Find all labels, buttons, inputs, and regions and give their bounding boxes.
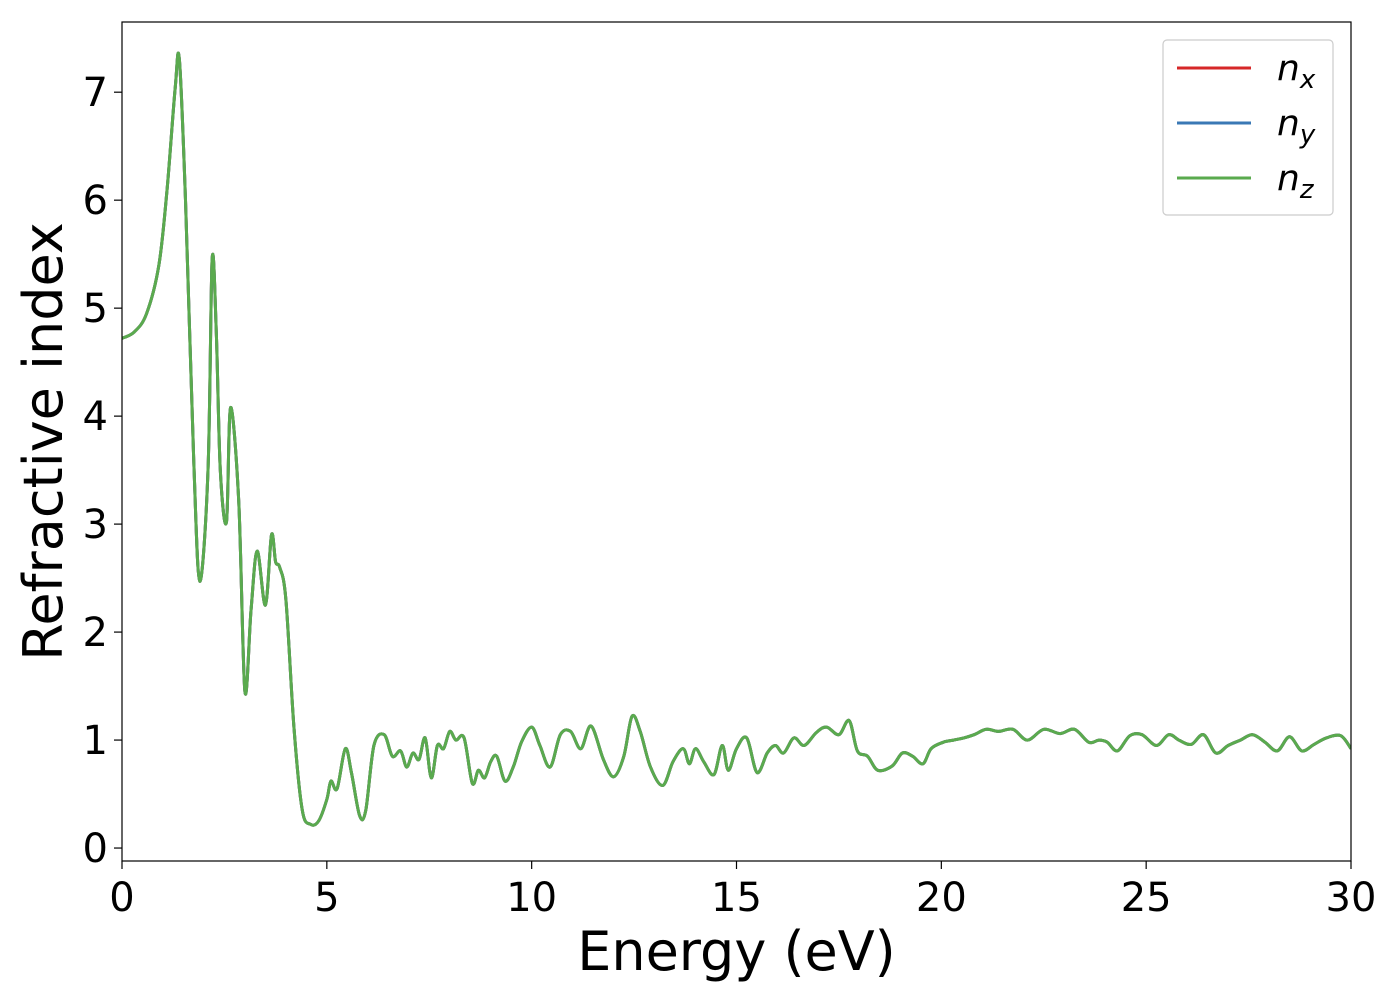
x-tick-label: 5 <box>314 875 339 921</box>
x-tick-label: 15 <box>711 875 762 921</box>
series-line-nz <box>122 51 1351 827</box>
y-axis-ticks: 0 1 2 3 4 5 6 7 <box>83 70 122 872</box>
x-tick-label: 10 <box>506 875 557 921</box>
y-tick-label: 0 <box>83 826 108 872</box>
legend-label-nz: nz <box>1277 158 1315 205</box>
y-tick-label: 2 <box>83 610 108 656</box>
x-tick-label: 30 <box>1326 875 1377 921</box>
y-axis-label: Refractive index <box>12 222 75 661</box>
x-axis-label: Energy (eV) <box>577 920 896 983</box>
x-tick-label: 20 <box>916 875 967 921</box>
y-tick-label: 4 <box>83 394 108 440</box>
legend-label-ny: ny <box>1277 103 1316 150</box>
legend: nx ny nz <box>1162 39 1334 216</box>
y-tick-label: 3 <box>83 502 108 548</box>
x-tick-label: 25 <box>1121 875 1172 921</box>
x-tick-label: 0 <box>109 875 134 921</box>
y-tick-label: 7 <box>83 70 108 116</box>
y-tick-label: 5 <box>83 286 108 332</box>
plot-area <box>121 21 1352 862</box>
legend-box <box>1162 39 1334 216</box>
y-tick-label: 1 <box>83 718 108 764</box>
legend-label-nx: nx <box>1277 48 1316 95</box>
y-tick-label: 6 <box>83 178 108 224</box>
x-axis-ticks: 0 5 10 15 20 25 30 <box>109 861 1376 921</box>
